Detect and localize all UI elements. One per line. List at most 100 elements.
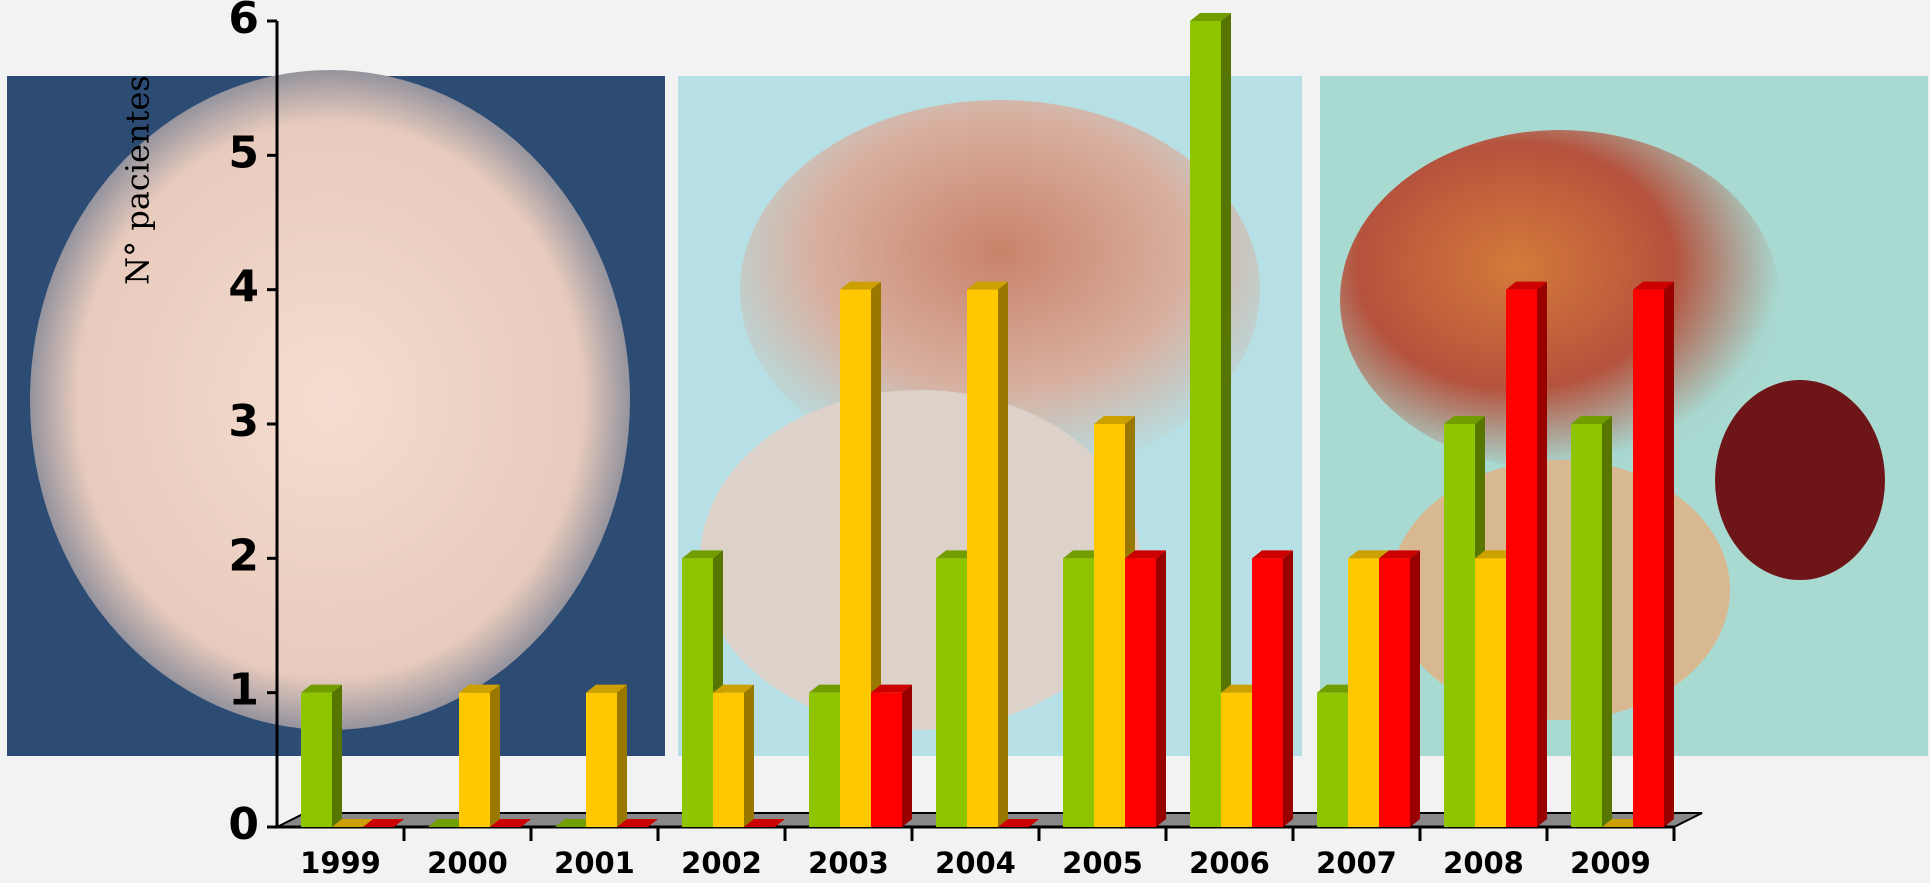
bar-face [1125, 558, 1156, 827]
x-tick-label: 2006 [1189, 846, 1270, 880]
bar-face [713, 684, 754, 693]
bar-face [1221, 13, 1231, 827]
bar-face [1252, 550, 1293, 559]
bar-face [1221, 684, 1262, 693]
bar-face [998, 819, 1039, 827]
bar [555, 819, 596, 827]
bar-face [1475, 550, 1516, 559]
y-tick-label: 3 [228, 396, 259, 447]
bar-face [1221, 692, 1252, 827]
bar [617, 819, 658, 827]
bar-face [1444, 424, 1475, 827]
bar-face [586, 692, 617, 827]
bar-face [1571, 424, 1602, 827]
bar-face [617, 684, 627, 827]
bar-face [1348, 550, 1389, 559]
bar-face [617, 819, 658, 827]
x-tick-label: 2002 [681, 846, 762, 880]
bar-face [682, 550, 723, 559]
bar-face [744, 684, 754, 827]
x-tick-label: 2003 [808, 846, 889, 880]
bar [363, 819, 404, 827]
x-tick-label: 1999 [300, 846, 381, 880]
bar [332, 819, 373, 827]
bar-face [902, 684, 912, 827]
x-tick-label: 2004 [935, 846, 1016, 880]
bar [1252, 550, 1293, 827]
bar [998, 819, 1039, 827]
bar [586, 684, 627, 827]
bar-face [1094, 424, 1125, 827]
bar-face [1094, 416, 1135, 424]
bar-face [332, 819, 373, 827]
bar-face [1348, 558, 1379, 827]
bar-face [555, 819, 596, 827]
bar-face [809, 692, 840, 827]
bar-face [936, 558, 967, 827]
bar [1125, 550, 1166, 827]
bar-face [301, 684, 342, 693]
bar-face [1283, 550, 1293, 827]
x-tick-label: 2008 [1443, 846, 1524, 880]
bar-face [1156, 550, 1166, 827]
bar-face [586, 684, 627, 693]
bar-face [1506, 281, 1547, 290]
bar-face [459, 684, 500, 693]
bar [301, 684, 342, 827]
bar [871, 684, 912, 827]
bar-face [967, 281, 1008, 290]
bar-face [1475, 558, 1506, 827]
bar-face [744, 819, 785, 827]
x-tick-label: 2007 [1316, 846, 1397, 880]
bar-face [809, 684, 850, 693]
bar-face [682, 558, 713, 827]
x-tick-label: 2000 [427, 846, 508, 880]
y-tick-label: 4 [228, 262, 259, 313]
x-tick-label: 2005 [1062, 846, 1143, 880]
bar-face [1063, 550, 1104, 559]
bar [967, 281, 1008, 828]
bar-face [1537, 281, 1547, 828]
bar [744, 819, 785, 827]
bar-face [459, 692, 490, 827]
y-axis-label: N° pacientes [119, 75, 157, 285]
y-tick-label: 0 [228, 799, 259, 850]
bar-face [1633, 289, 1664, 828]
bar-face [1190, 13, 1231, 21]
bar-face [363, 819, 404, 827]
bar-face [1252, 558, 1283, 827]
bar [1602, 819, 1643, 827]
bar-face [1571, 416, 1612, 424]
x-tick-label: 2001 [554, 846, 635, 880]
bar-face [428, 819, 469, 827]
bar-face [871, 692, 902, 827]
bar-face [1063, 558, 1094, 827]
bar-face [301, 692, 332, 827]
bar-face [332, 684, 342, 827]
bar-face [1125, 550, 1166, 559]
bar-face [1410, 550, 1420, 827]
background-photos [7, 70, 1928, 756]
bar [1506, 281, 1547, 828]
bar [1633, 281, 1674, 828]
bar-face [840, 281, 881, 290]
bar-face [490, 684, 500, 827]
bar-face [1317, 684, 1358, 693]
bar-face [936, 550, 977, 559]
bar-face [713, 692, 744, 827]
bar-face [998, 281, 1008, 828]
bar [713, 684, 754, 827]
bar-face [1602, 416, 1612, 827]
bar-face [840, 289, 871, 828]
bar-face [1190, 21, 1221, 827]
bar-face [1664, 281, 1674, 828]
x-tick-label: 2009 [1570, 846, 1651, 880]
bar-face [1602, 819, 1643, 827]
bar [1379, 550, 1420, 827]
bar [428, 819, 469, 827]
bar [1571, 416, 1612, 827]
bar-face [1506, 289, 1537, 828]
bar-face [871, 684, 912, 693]
